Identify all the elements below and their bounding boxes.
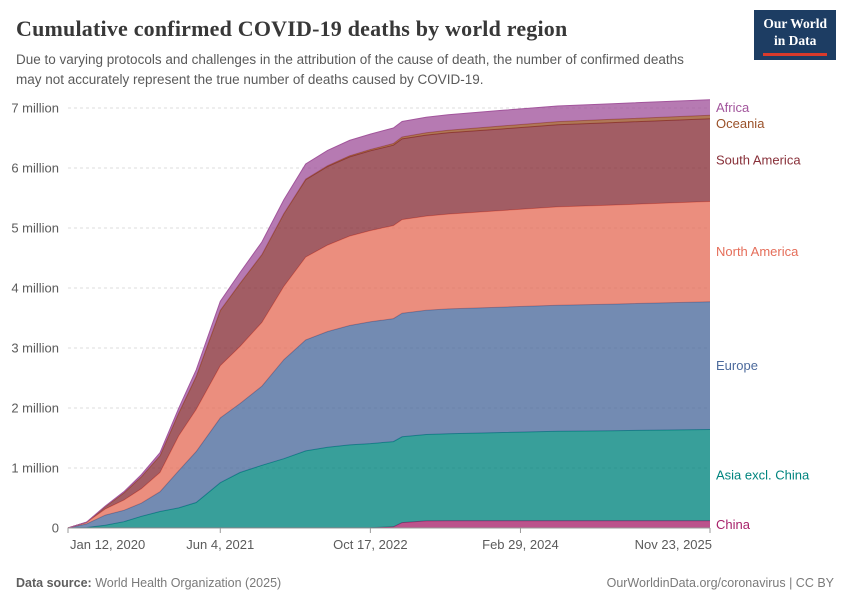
data-source-value: World Health Organization (2025) bbox=[95, 576, 282, 590]
chart-subtitle: Due to varying protocols and challenges … bbox=[16, 52, 684, 87]
area-europe[interactable] bbox=[68, 301, 710, 529]
header: Cumulative confirmed COVID-19 deaths by … bbox=[0, 0, 850, 89]
footer-link[interactable]: OurWorldinData.org/coronavirus | CC BY bbox=[606, 576, 834, 590]
legend-label-africa[interactable]: Africa bbox=[716, 100, 750, 115]
x-tick-label: Oct 17, 2022 bbox=[333, 537, 407, 552]
x-tick-label: Feb 29, 2024 bbox=[482, 537, 559, 552]
data-source: Data source: World Health Organization (… bbox=[16, 576, 281, 590]
y-tick-label: 1 million bbox=[11, 461, 59, 476]
y-tick-label: 5 million bbox=[11, 221, 59, 236]
area-asia-excl-china[interactable] bbox=[68, 429, 710, 529]
owid-logo-line1: Our World bbox=[763, 16, 827, 31]
area-south-america[interactable] bbox=[68, 118, 710, 529]
x-tick-label: Jan 12, 2020 bbox=[70, 537, 145, 552]
area-north-america[interactable] bbox=[68, 201, 710, 529]
legend-label-south-america[interactable]: South America bbox=[716, 153, 801, 168]
legend-label-oceania[interactable]: Oceania bbox=[716, 116, 765, 131]
legend-label-china[interactable]: China bbox=[716, 517, 751, 532]
chart-title: Cumulative confirmed COVID-19 deaths by … bbox=[16, 16, 568, 41]
y-tick-label: 7 million bbox=[11, 101, 59, 116]
area-line-africa bbox=[67, 99, 711, 529]
x-tick-label: Nov 23, 2025 bbox=[635, 537, 712, 552]
area-africa[interactable] bbox=[68, 99, 710, 529]
legend-label-north-america[interactable]: North America bbox=[716, 244, 799, 259]
area-china[interactable] bbox=[68, 520, 710, 529]
y-tick-label: 6 million bbox=[11, 161, 59, 176]
y-tick-label: 2 million bbox=[11, 401, 59, 416]
footer: Data source: World Health Organization (… bbox=[16, 576, 834, 590]
owid-logo: Our World in Data bbox=[754, 10, 836, 60]
legend-label-europe[interactable]: Europe bbox=[716, 358, 758, 373]
data-source-label: Data source: bbox=[16, 576, 92, 590]
legend-label-asia-excl-china[interactable]: Asia excl. China bbox=[716, 468, 810, 483]
y-tick-label: 3 million bbox=[11, 341, 59, 356]
owid-logo-line2: in Data bbox=[773, 32, 817, 48]
owid-logo-accent bbox=[763, 52, 827, 56]
stacked-area-chart[interactable]: 0 1 million 2 million 3 million 4 million 5 m… bbox=[0, 93, 850, 553]
y-tick-label: 0 bbox=[52, 521, 59, 536]
y-tick-label: 4 million bbox=[11, 281, 59, 296]
x-tick-label: Jun 4, 2021 bbox=[186, 537, 254, 552]
